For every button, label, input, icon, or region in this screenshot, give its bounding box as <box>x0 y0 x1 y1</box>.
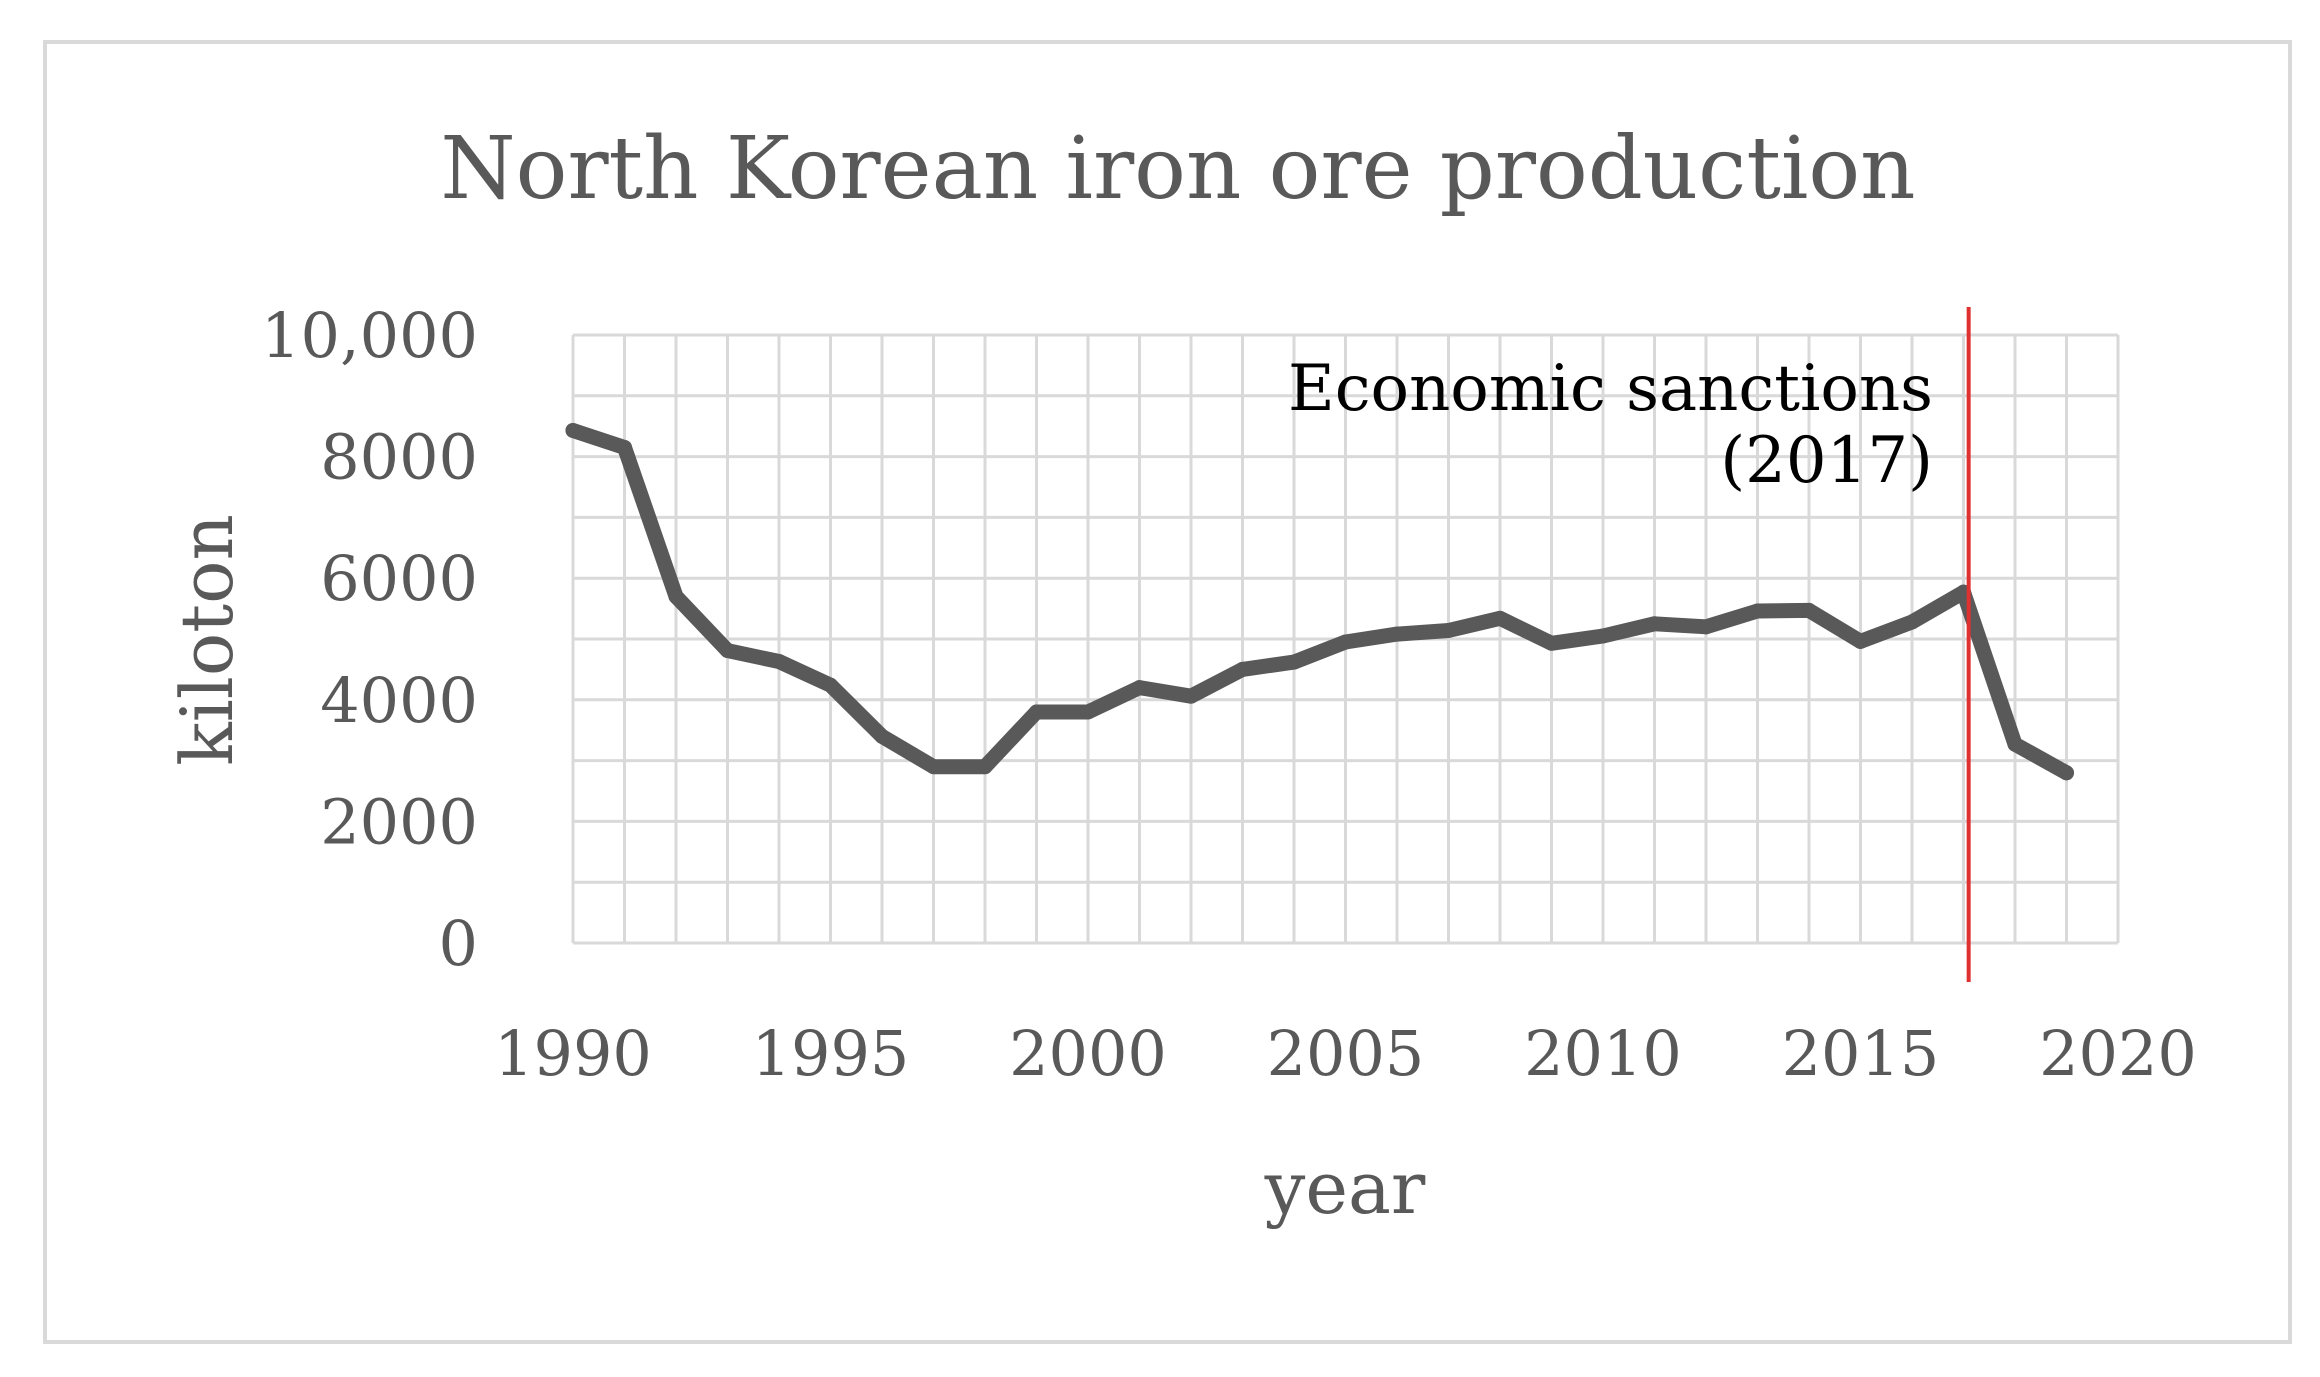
data-point <box>720 643 735 659</box>
data-point <box>771 653 787 669</box>
data-point <box>1698 619 1714 635</box>
data-point <box>1544 635 1559 651</box>
y-axis-label: kiloton <box>165 514 249 766</box>
data-point <box>926 759 941 775</box>
data-point <box>617 439 632 455</box>
x-tick-label: 2010 <box>1524 1017 1682 1090</box>
x-tick-label: 2000 <box>1009 1017 1167 1090</box>
data-point <box>1853 633 1868 649</box>
annotation-year: (2017) <box>1720 424 1933 498</box>
y-tick-label: 2000 <box>320 785 478 858</box>
data-series <box>565 422 2074 781</box>
y-tick-label: 4000 <box>320 664 478 737</box>
data-point <box>977 759 993 775</box>
y-axis-tick-labels: 0 2000 4000 6000 8000 10,000 <box>261 299 478 980</box>
data-point <box>1132 680 1147 696</box>
chart-title: North Korean iron ore production <box>440 119 1915 219</box>
data-point <box>1286 654 1302 670</box>
data-point <box>823 677 838 693</box>
data-point <box>2007 736 2023 752</box>
y-tick-label: 8000 <box>320 421 478 494</box>
data-point <box>1183 688 1199 704</box>
data-point <box>1647 616 1662 632</box>
data-point <box>874 728 890 744</box>
data-point <box>565 422 581 438</box>
data-point <box>1904 614 1920 630</box>
data-point <box>2059 765 2074 781</box>
data-point <box>1235 661 1250 677</box>
x-tick-label: 2015 <box>1782 1017 1940 1090</box>
data-point <box>1389 626 1405 642</box>
x-axis-tick-labels: 1990 1995 2000 2005 2010 2015 2020 <box>494 1017 2197 1090</box>
x-tick-label: 2020 <box>2039 1017 2197 1090</box>
data-point <box>1801 602 1817 618</box>
y-tick-label: 10,000 <box>261 299 478 372</box>
data-point <box>1492 610 1508 626</box>
x-tick-label: 1990 <box>494 1017 652 1090</box>
data-point <box>1029 704 1044 720</box>
data-point <box>1750 603 1765 619</box>
data-point <box>1595 628 1611 644</box>
x-tick-label: 2005 <box>1267 1017 1425 1090</box>
series-line <box>565 423 2074 781</box>
annotation-text: Economic sanctions <box>1288 352 1933 426</box>
data-point <box>668 588 684 604</box>
y-tick-label: 6000 <box>320 542 478 615</box>
x-axis-label: year <box>1264 1146 1426 1230</box>
y-tick-label: 0 <box>439 907 478 980</box>
data-point <box>1080 704 1096 720</box>
x-tick-label: 1995 <box>752 1017 910 1090</box>
data-point <box>1338 634 1353 650</box>
data-point <box>1441 622 1456 638</box>
